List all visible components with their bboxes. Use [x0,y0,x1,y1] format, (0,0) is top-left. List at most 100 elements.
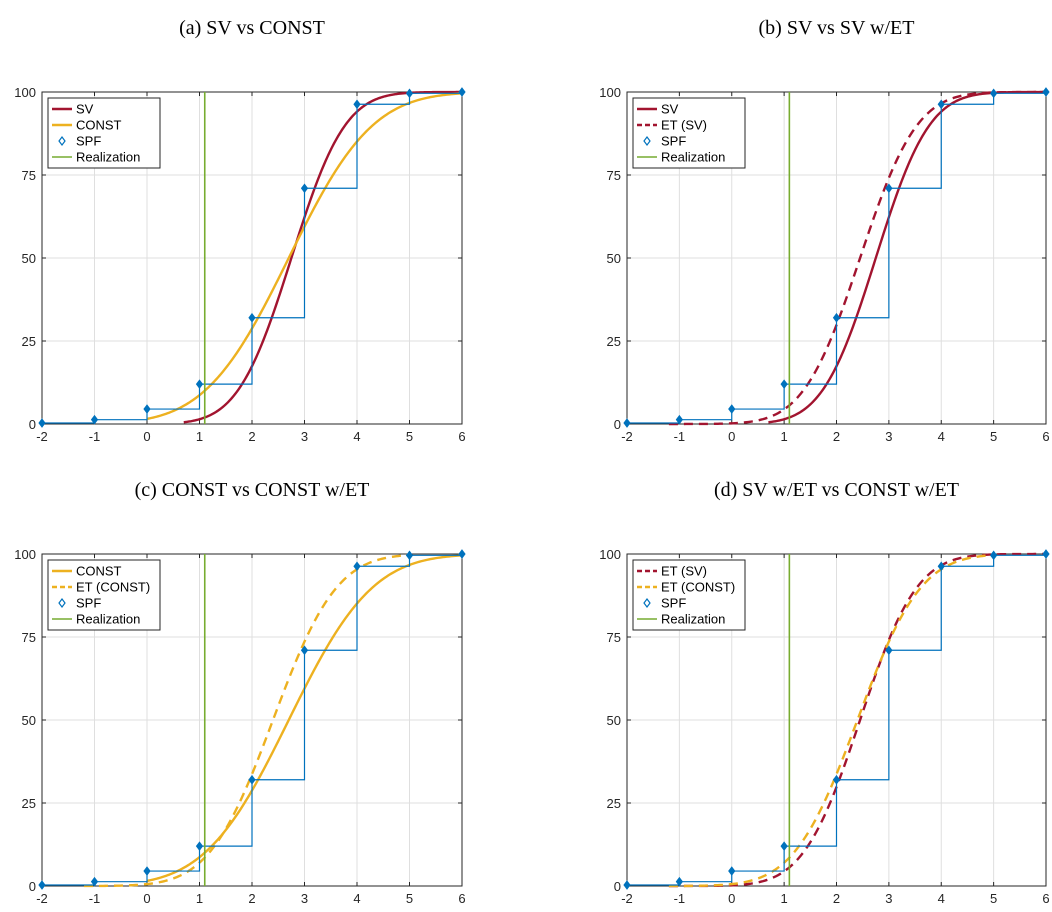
y-tick-label: 100 [14,547,36,562]
y-tick-label: 50 [607,251,621,266]
chart-title: (a) SV vs CONST [179,17,325,39]
x-tick-label: 5 [406,891,413,906]
chart-title: (b) SV vs SV w/ET [759,17,915,39]
spf-point [675,876,683,887]
series-line-sv [183,90,462,424]
x-tick-label: 4 [938,891,945,906]
spf-point [885,645,893,656]
y-tick-label: 25 [22,334,36,349]
legend-label: ET (CONST) [76,580,150,595]
x-tick-label: -2 [621,891,633,906]
x-tick-label: 4 [353,891,360,906]
legend-label: Realization [76,150,140,165]
spf-point [38,880,46,890]
y-tick-label: 75 [607,630,621,645]
x-tick-label: -1 [89,891,101,906]
spf-point [1042,87,1050,97]
series-line-et-const [668,553,994,888]
spf-point [405,550,414,561]
y-tick-label: 0 [614,417,621,432]
legend-label: Realization [76,612,140,627]
spf-point [458,549,466,559]
y-tick-label: 25 [607,334,621,349]
legend-label: ET (SV) [661,118,707,133]
x-tick-label: 5 [990,891,997,906]
spf-point [38,418,46,428]
spf-point [990,550,998,561]
legend-swatch [58,598,66,608]
spf-point [937,99,945,110]
x-tick-label: 0 [728,429,735,444]
x-tick-label: 3 [885,891,892,906]
y-tick-label: 100 [14,85,36,100]
y-tick-label: 25 [22,796,36,811]
y-tick-label: 0 [614,879,621,894]
x-tick-label: 2 [248,429,255,444]
spf-point [623,418,631,428]
x-tick-label: 1 [781,429,788,444]
spf-point [195,841,204,851]
panel-2: (b) SV vs SV w/ET -2 -1 0 1 2 3 4 5 6 0 25 50 75 100 SV… [599,17,1050,444]
y-tick-label: 50 [22,713,36,728]
x-tick-label: 1 [196,429,203,444]
x-tick-label: 6 [458,891,465,906]
y-tick-label: 75 [22,168,36,183]
spf-point [248,312,256,323]
spf-point [90,876,99,887]
chart-title: (c) CONST vs CONST w/ET [135,479,370,501]
legend-label: CONST [76,564,122,579]
chart-title: (d) SV w/ET vs CONST w/ET [714,479,959,501]
y-tick-label: 75 [607,168,621,183]
legend-label: Realization [661,612,725,627]
x-tick-label: 6 [1042,429,1049,444]
legend-label: ET (SV) [661,564,707,579]
spf-point [195,379,204,389]
legend-swatch [643,598,651,608]
spf-point [353,561,361,572]
x-tick-label: 4 [938,429,945,444]
panel-4: (d) SV w/ET vs CONST w/ET -2 -1 0 1 2 3 4 5 6 0 25 5… [599,479,1050,906]
legend-label: Realization [661,150,725,165]
legend-label: SPF [661,134,686,149]
x-tick-label: 2 [248,891,255,906]
spf-point [937,561,945,572]
x-tick-label: 5 [990,429,997,444]
x-tick-label: -2 [36,891,48,906]
y-tick-label: 25 [607,796,621,811]
x-tick-label: -1 [674,429,686,444]
y-tick-label: 50 [607,713,621,728]
panel-1: (a) SV vs CONST -2 -1 0 1 2 3 4 5 6 0 25 50 75 100 SVCO… [14,17,466,444]
x-tick-label: 0 [143,891,150,906]
spf-point [300,183,309,194]
series-line-sv [768,90,1046,424]
spf-point [1042,549,1050,559]
legend-label: SPF [76,596,101,611]
x-tick-label: 5 [406,429,413,444]
spf-point [832,312,841,323]
spf-point [458,87,466,97]
x-tick-label: -1 [674,891,686,906]
x-tick-label: 4 [353,429,360,444]
spf-point [728,404,736,414]
series-line-et-sv [668,90,1047,426]
y-tick-label: 50 [22,251,36,266]
spf-point [675,414,683,425]
x-tick-label: 3 [885,429,892,444]
spf-point [728,866,736,876]
y-tick-label: 100 [599,547,621,562]
x-tick-label: -2 [621,429,633,444]
y-tick-label: 100 [599,85,621,100]
x-tick-label: 6 [458,429,465,444]
legend-swatch [643,136,651,146]
spf-point [143,404,151,414]
x-tick-label: 2 [833,429,840,444]
x-tick-label: 1 [196,891,203,906]
x-tick-label: -1 [89,429,101,444]
x-tick-label: 3 [301,429,308,444]
spf-point [90,414,99,425]
